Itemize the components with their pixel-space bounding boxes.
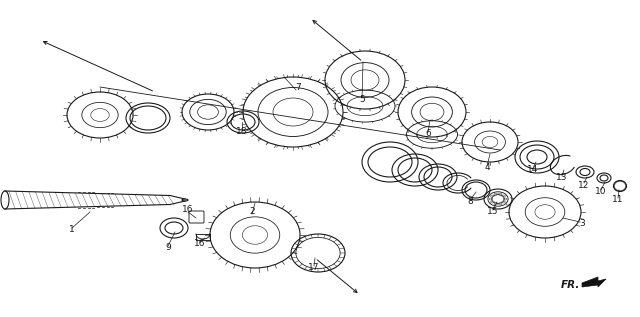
Text: 7: 7 (295, 83, 301, 93)
Text: 3: 3 (579, 219, 585, 229)
Text: 16: 16 (182, 205, 194, 215)
Text: 1: 1 (69, 225, 75, 235)
Text: 5: 5 (359, 95, 365, 105)
Ellipse shape (614, 180, 627, 191)
Text: FR.: FR. (561, 280, 580, 290)
Text: 17: 17 (308, 263, 320, 273)
Text: 8: 8 (467, 197, 473, 206)
Text: 12: 12 (579, 180, 589, 190)
Text: 18: 18 (236, 127, 248, 137)
Text: 11: 11 (612, 196, 624, 204)
Text: 4: 4 (484, 164, 490, 172)
Polygon shape (582, 277, 606, 287)
Text: 13: 13 (556, 173, 568, 183)
Text: 16: 16 (195, 240, 205, 249)
Text: 10: 10 (595, 187, 607, 197)
Ellipse shape (615, 182, 625, 190)
Text: 15: 15 (487, 208, 499, 217)
Text: 6: 6 (425, 130, 431, 139)
Text: 9: 9 (165, 243, 171, 253)
Text: 2: 2 (249, 208, 255, 217)
Text: 14: 14 (527, 165, 539, 174)
